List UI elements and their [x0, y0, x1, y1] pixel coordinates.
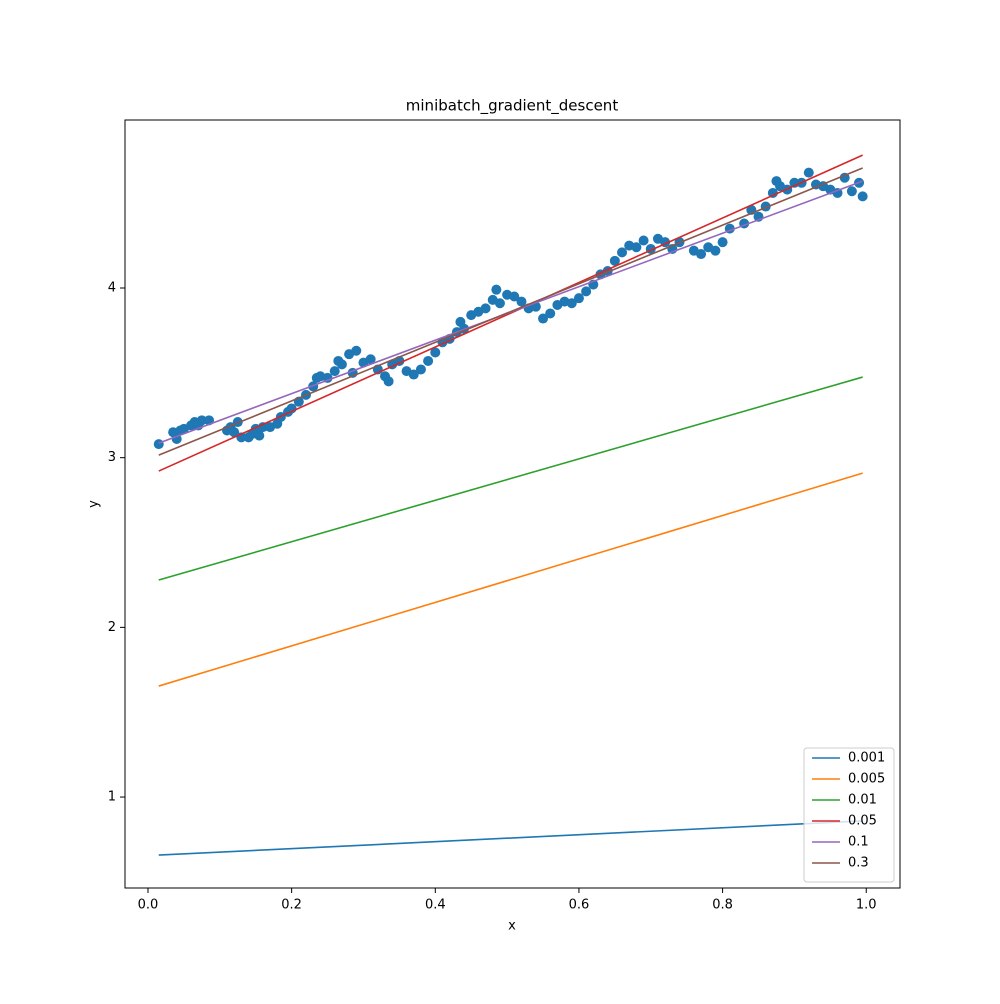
legend-label: 0.01 — [848, 793, 877, 808]
scatter-point — [609, 255, 620, 266]
x-tick-label: 0.6 — [569, 898, 590, 913]
y-axis-label: y — [87, 500, 102, 508]
y-tick-label: 3 — [108, 450, 116, 465]
x-tick-label: 0.0 — [138, 898, 159, 913]
scatter-point — [617, 247, 628, 258]
legend-box — [803, 747, 895, 883]
scatter-point — [516, 296, 527, 307]
scatter-point — [631, 242, 642, 253]
scatter-point — [857, 191, 868, 202]
x-tick-label: 1.0 — [856, 898, 877, 913]
plot-frame — [124, 119, 901, 889]
scatter-point — [383, 376, 394, 387]
scatter-point — [351, 345, 362, 356]
series-line — [158, 154, 863, 472]
series-line — [158, 167, 863, 456]
scatter-point — [415, 364, 426, 375]
scatter-point — [832, 187, 843, 198]
scatter-point — [423, 355, 434, 366]
x-tick-label: 0.8 — [712, 898, 733, 913]
scatter-point — [408, 369, 419, 380]
scatter-point — [153, 439, 164, 450]
scatter-point — [494, 298, 505, 309]
y-tick-label: 2 — [108, 620, 116, 635]
scatter-point — [710, 245, 721, 256]
scatter-point — [196, 415, 207, 426]
series-line — [158, 472, 863, 687]
scatter-point — [329, 366, 340, 377]
x-tick-label: 0.2 — [281, 898, 302, 913]
y-tick-label: 1 — [108, 790, 116, 805]
scatter-point — [430, 347, 441, 358]
scatter-point — [638, 235, 649, 246]
scatter-point — [365, 354, 376, 365]
scatter-point — [229, 427, 240, 438]
scatter-point — [803, 167, 814, 178]
scatter-point — [846, 186, 857, 197]
scatter-point — [573, 293, 584, 304]
scatter-point — [839, 172, 850, 183]
scatter-point — [581, 286, 592, 297]
scatter-point — [545, 308, 556, 319]
legend-label: 0.001 — [848, 751, 885, 766]
x-axis-label: x — [508, 919, 516, 934]
legend-label: 0.05 — [848, 814, 877, 829]
series-line — [158, 376, 863, 581]
legend-label: 0.3 — [848, 856, 869, 871]
scatter-point — [538, 313, 549, 324]
chart-title: minibatch_gradient_descent — [406, 97, 619, 116]
scatter-point — [254, 430, 265, 441]
scatter-point — [336, 359, 347, 370]
legend-label: 0.005 — [848, 772, 885, 787]
series-line — [158, 820, 863, 856]
scatter-point — [566, 298, 577, 309]
y-tick-label: 4 — [108, 280, 116, 295]
legend-label: 0.1 — [848, 835, 869, 850]
scatter-point — [509, 291, 520, 302]
scatter-point — [480, 303, 491, 314]
scatter-point — [696, 249, 707, 260]
x-tick-label: 0.4 — [425, 898, 446, 913]
scatter-point — [717, 237, 728, 248]
scatter-point — [491, 284, 502, 295]
scatter-point — [767, 187, 778, 198]
